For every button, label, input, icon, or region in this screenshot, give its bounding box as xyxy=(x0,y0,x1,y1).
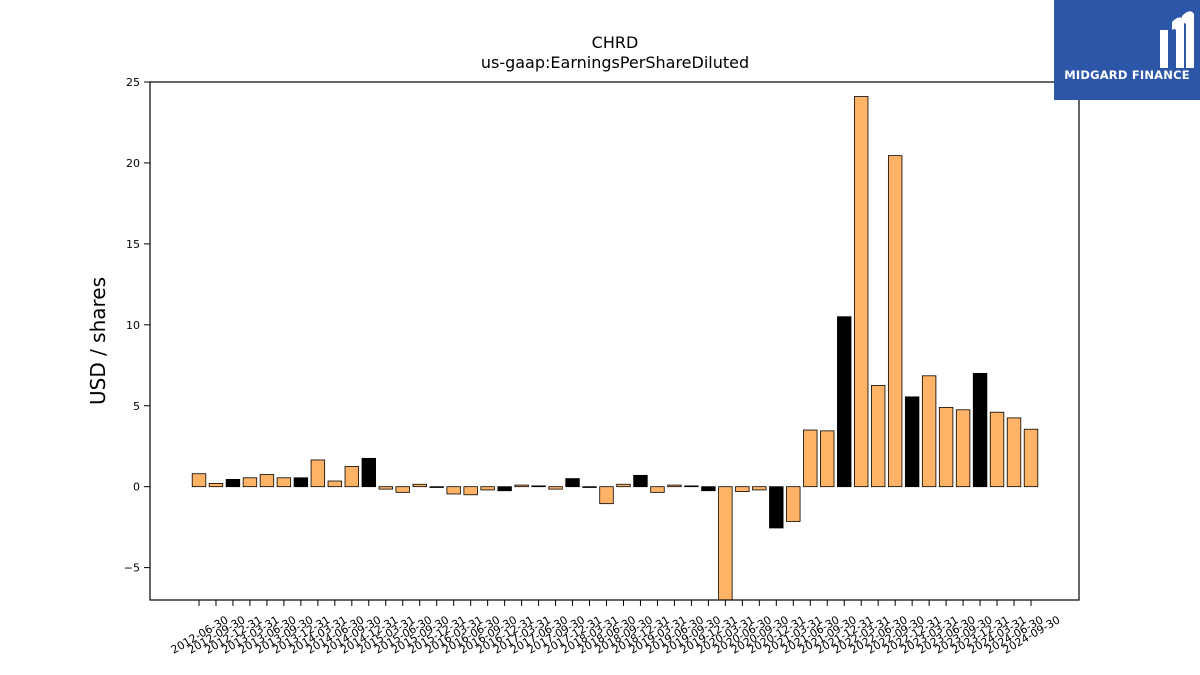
bar xyxy=(650,486,665,493)
midgard-finance-logo: MIDGARD FINANCE xyxy=(1054,0,1200,100)
y-tick-label: 0 xyxy=(133,481,140,494)
bar xyxy=(667,484,682,488)
bar xyxy=(854,96,869,488)
bar xyxy=(955,409,971,488)
bar xyxy=(786,486,801,522)
bar xyxy=(938,406,954,488)
bar xyxy=(1006,417,1022,488)
bar xyxy=(735,486,750,492)
bar xyxy=(429,486,444,488)
logo-mark-icon xyxy=(1160,11,1194,68)
bar xyxy=(531,485,546,488)
logo-text: MIDGARD FINANCE xyxy=(1064,68,1190,82)
bar xyxy=(582,486,597,488)
bar xyxy=(276,477,292,488)
y-tick-label: 15 xyxy=(126,238,140,251)
y-tick-label: 5 xyxy=(133,400,140,413)
bar xyxy=(548,486,563,490)
bar xyxy=(293,477,309,488)
bar xyxy=(1023,428,1039,488)
y-axis-label: USD / shares xyxy=(86,277,110,405)
bar xyxy=(480,486,495,491)
bar xyxy=(361,457,376,488)
bar xyxy=(565,478,580,488)
bar xyxy=(633,474,648,488)
bar xyxy=(310,459,326,488)
y-tick-label: −5 xyxy=(124,562,140,575)
chart-title: CHRD xyxy=(592,33,639,52)
bar xyxy=(837,316,852,488)
bar xyxy=(514,484,529,488)
bar xyxy=(752,486,767,491)
bar xyxy=(344,466,360,488)
bar xyxy=(803,429,818,488)
bar xyxy=(378,486,393,490)
bar xyxy=(701,486,716,492)
bar xyxy=(242,477,258,488)
bar xyxy=(327,480,343,488)
y-tick-label: 10 xyxy=(126,319,140,332)
bar xyxy=(820,430,835,488)
bar xyxy=(446,486,461,495)
bar xyxy=(616,483,631,488)
chart-subtitle: us-gaap:EarningsPerShareDiluted xyxy=(481,53,749,72)
y-tick-label: 25 xyxy=(126,76,140,89)
bar xyxy=(870,385,886,488)
bar xyxy=(972,372,988,488)
bar xyxy=(769,486,784,529)
bar xyxy=(395,486,410,493)
bar xyxy=(259,474,275,488)
bar xyxy=(412,483,427,488)
bar xyxy=(463,486,478,496)
bar xyxy=(191,473,207,488)
bar xyxy=(718,486,733,601)
bar xyxy=(684,485,699,488)
bar xyxy=(208,483,224,488)
bar xyxy=(989,411,1005,488)
bar xyxy=(225,479,241,488)
plot-frame xyxy=(149,81,1080,601)
bar xyxy=(921,375,937,488)
bar xyxy=(904,396,920,488)
bar xyxy=(599,486,614,505)
bar xyxy=(497,486,512,492)
bar xyxy=(887,155,903,488)
y-tick-label: 20 xyxy=(126,157,140,170)
